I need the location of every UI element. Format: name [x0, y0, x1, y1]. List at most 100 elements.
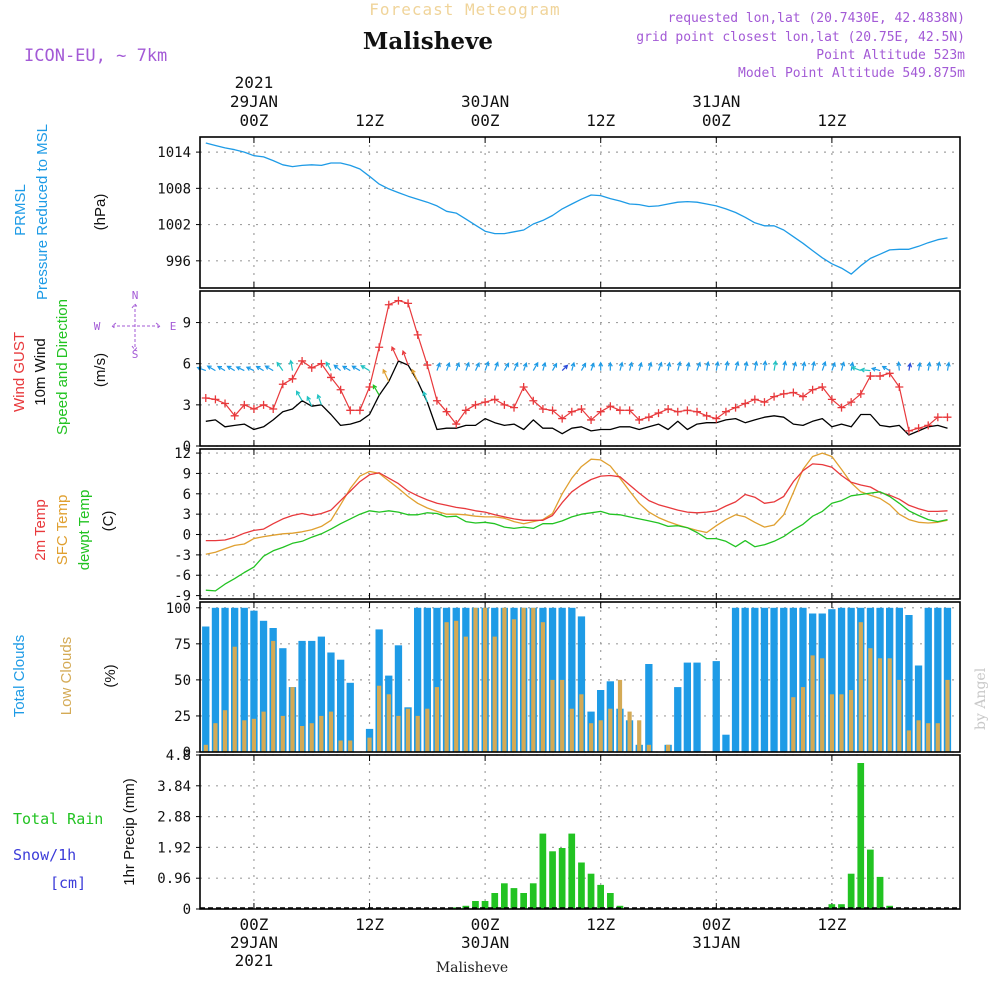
wind-arrow [316, 393, 322, 406]
gust-marker [673, 407, 682, 416]
wind-arrow [811, 360, 816, 371]
pressure-line [205, 142, 948, 275]
wind-arrow [714, 360, 720, 371]
rain-bar [578, 862, 585, 909]
wind-arrow [372, 384, 380, 396]
gust-marker [249, 404, 258, 413]
clouds-panel: 100 75 50 25 0 [166, 601, 961, 761]
gust-marker [510, 403, 519, 412]
gust-marker [519, 383, 528, 392]
wind-arrow [598, 361, 604, 371]
rain-bar [520, 893, 527, 909]
gust-marker [760, 398, 769, 407]
grid [200, 291, 960, 447]
total-cloud-bar [394, 645, 403, 752]
low-cloud-bar [887, 658, 892, 753]
total-cloud-bar [317, 636, 325, 752]
wind-arrow [743, 360, 749, 371]
compass-south: S [132, 348, 139, 361]
gust-marker [432, 396, 441, 405]
low-cloud-bar [271, 640, 276, 752]
wind-arrow [724, 360, 730, 371]
total-cloud-bar [799, 607, 807, 752]
y-tick-label: 12 [174, 446, 191, 462]
pressure-panel: 1014 1008 1002 996 [157, 136, 961, 289]
gust-marker [490, 395, 499, 404]
gust-marker [596, 407, 605, 416]
total-cloud-bar [568, 607, 576, 752]
gust-marker [413, 330, 422, 339]
low-cloud-bar [261, 711, 266, 752]
wind-arrow [628, 361, 634, 371]
top-time-label: 00Z [471, 111, 500, 130]
wind-arrow [503, 362, 510, 371]
total-cloud-bar [924, 607, 932, 752]
low-cloud-bar [463, 636, 468, 752]
low-cloud-bar [926, 723, 931, 752]
low-cloud-bar [319, 715, 324, 752]
total-cloud-bar [760, 607, 769, 752]
rain-bar [828, 904, 836, 909]
top-time-label: 00Z [239, 111, 268, 130]
wind-arrow [782, 360, 788, 371]
wind-arrow [445, 361, 451, 371]
wind-arrow [666, 361, 672, 371]
bottom-time-label: 12Z [586, 915, 615, 934]
bottom-time-label: 31JAN [692, 933, 740, 952]
gust-marker [779, 389, 788, 398]
gust-marker [750, 395, 759, 404]
total-cloud-bar [789, 607, 797, 752]
panel-border [199, 754, 961, 910]
total-cloud-bar [279, 648, 287, 752]
dewpt-line [205, 491, 948, 592]
wind-arrow [484, 360, 490, 371]
wind-arrow [226, 365, 236, 372]
total-cloud-bar [298, 640, 306, 752]
y-tick-label: -9 [174, 589, 191, 605]
wind-arrow [351, 365, 361, 372]
wind-arrow [896, 361, 902, 371]
top-time-label: 12Z [817, 111, 846, 130]
rain-bar [529, 883, 537, 909]
low-cloud-bar [300, 726, 305, 752]
compass-west: W [94, 320, 101, 333]
low-cloud-bar [531, 607, 536, 752]
total-cloud-bar [780, 607, 788, 752]
y-tick-label: -3 [174, 548, 191, 564]
total-cloud-bar [202, 626, 210, 752]
wind-arrow [916, 361, 922, 371]
wind-arrow [455, 361, 461, 371]
y-tick-label: 2.88 [157, 810, 191, 826]
wind-arrow [295, 390, 303, 402]
total-cloud-bar [770, 607, 778, 752]
low-cloud-bar [348, 740, 353, 752]
total-cloud-bar [308, 640, 316, 752]
rain-bar [481, 901, 489, 909]
gust-marker [904, 426, 913, 435]
wind-arrow [870, 366, 881, 372]
compass-north: N [132, 289, 139, 302]
total-cloud-bar [914, 665, 923, 752]
gust-marker [259, 400, 268, 409]
gust-marker [481, 398, 490, 407]
wind-arrow [647, 361, 653, 371]
compass-east: E [170, 320, 177, 333]
total-cloud-bar [722, 734, 730, 752]
panel-labels: PRMSL Pressure Reduced to MSL (hPa) Wind GU… [11, 124, 138, 892]
wind-arrow [522, 362, 528, 371]
gust-marker [365, 383, 374, 392]
wind-arrow [926, 361, 932, 371]
y-tick-label: 9 [183, 466, 191, 482]
gust-marker [288, 374, 297, 383]
wind-arrow [561, 364, 569, 372]
low-cloud-bar [829, 694, 834, 752]
point-altitude: Point Altitude 523m [816, 48, 965, 63]
gust-marker [317, 359, 326, 368]
total-cloud-bar [731, 607, 740, 752]
gust-marker [452, 420, 461, 429]
model-altitude: Model Point Altitude 549.875m [738, 66, 965, 81]
pressure-label-short: PRMSL [12, 184, 29, 236]
low-cloud-bar [945, 679, 950, 752]
gust-marker [577, 404, 586, 413]
